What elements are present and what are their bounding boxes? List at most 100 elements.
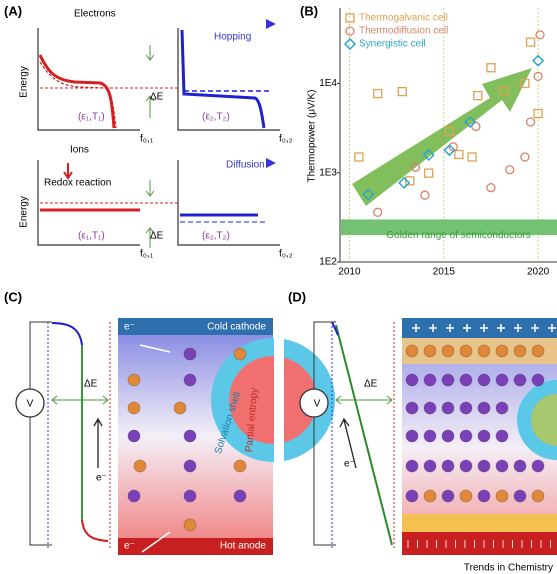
point: [373, 207, 383, 217]
x-tick-label: 2010: [338, 267, 361, 278]
ion: [477, 489, 491, 503]
mask: [274, 330, 284, 470]
ion: [441, 373, 455, 387]
point: [533, 108, 543, 119]
label: e⁻: [124, 322, 135, 333]
ion: [423, 459, 437, 473]
label: Hopping: [214, 32, 251, 43]
ion: [459, 429, 473, 443]
point: [405, 176, 415, 186]
potential: [331, 321, 339, 336]
ion: [531, 459, 545, 473]
ion: [183, 489, 197, 503]
ion: [405, 401, 419, 415]
plus: [412, 324, 420, 332]
ion: [127, 401, 141, 415]
ion: [495, 459, 509, 473]
ion: [513, 459, 527, 473]
plus: [429, 324, 437, 332]
point: [471, 121, 481, 132]
label: Redox reaction: [44, 178, 111, 189]
axis-label: Energy: [19, 66, 30, 98]
label: f₀,₂: [279, 134, 293, 145]
ion: [495, 401, 509, 415]
point: [505, 165, 515, 175]
plus: [480, 324, 488, 332]
label: (ε₁,T₁): [78, 112, 105, 123]
ion: [127, 489, 141, 503]
ion: [423, 344, 437, 358]
point: [467, 152, 477, 162]
axis: [37, 28, 140, 131]
ion: [495, 489, 509, 503]
ion: [441, 459, 455, 473]
ion: [405, 459, 419, 473]
ion: [423, 401, 437, 415]
axis-label: Energy: [19, 196, 30, 228]
label: ΔE: [364, 379, 378, 390]
ion: [513, 373, 527, 387]
circuit: [313, 321, 336, 546]
potential: [51, 322, 109, 542]
x-tick-label: 2020: [527, 267, 550, 278]
point: [454, 149, 464, 160]
ion: [405, 489, 419, 503]
ion: [423, 489, 437, 503]
arrow: [145, 45, 155, 118]
arrow: [145, 180, 155, 248]
label: ΔE: [150, 92, 164, 103]
shell-core: [531, 394, 557, 446]
x-tick-label: 2015: [433, 267, 456, 278]
point: [520, 152, 530, 162]
ion: [531, 489, 545, 503]
label: f₀,₁: [140, 134, 154, 145]
y-tick-label: 1E2: [319, 257, 337, 268]
label: Electrons: [74, 9, 116, 20]
band-label: Golden range of semiconductors: [386, 230, 531, 241]
curve: [38, 54, 116, 129]
ion: [459, 489, 473, 503]
point: [533, 71, 543, 82]
axis: [177, 160, 280, 246]
arrow: [335, 395, 393, 405]
point: [535, 30, 545, 40]
label: e⁻: [124, 541, 135, 552]
ion: [477, 429, 491, 443]
point: [373, 88, 383, 99]
axis: [37, 160, 140, 246]
ion: [441, 429, 455, 443]
ion: [183, 459, 197, 473]
arrow-head: [266, 19, 276, 29]
voltmeter-label: V: [314, 399, 321, 410]
point: [444, 126, 455, 137]
point: [532, 54, 545, 67]
legend-marker: [345, 26, 355, 36]
point: [443, 144, 456, 157]
panel-label: (A): [4, 3, 22, 18]
arrow-head: [266, 158, 276, 168]
point: [422, 148, 435, 162]
ion: [459, 401, 473, 415]
ion: [477, 401, 491, 415]
label: (ε₂,T₂): [202, 112, 230, 123]
ion: [531, 344, 545, 358]
point: [464, 115, 477, 129]
layer: [402, 514, 557, 532]
shell-core: [229, 356, 317, 444]
y-axis-label: Thermopower (μV/K): [307, 89, 318, 182]
arrow: [339, 417, 357, 469]
axis: [177, 28, 280, 131]
label: f₀,₂: [279, 249, 293, 260]
ion: [173, 401, 187, 415]
ion: [459, 459, 473, 473]
footer: Trends in Chemistry: [464, 563, 553, 574]
ion: [183, 373, 197, 387]
ion: [513, 489, 527, 503]
label: e⁻: [344, 459, 355, 470]
ion: [495, 429, 509, 443]
ion: [233, 459, 247, 473]
ion: [495, 373, 509, 387]
arrow: [139, 344, 171, 553]
plus: [548, 324, 556, 332]
